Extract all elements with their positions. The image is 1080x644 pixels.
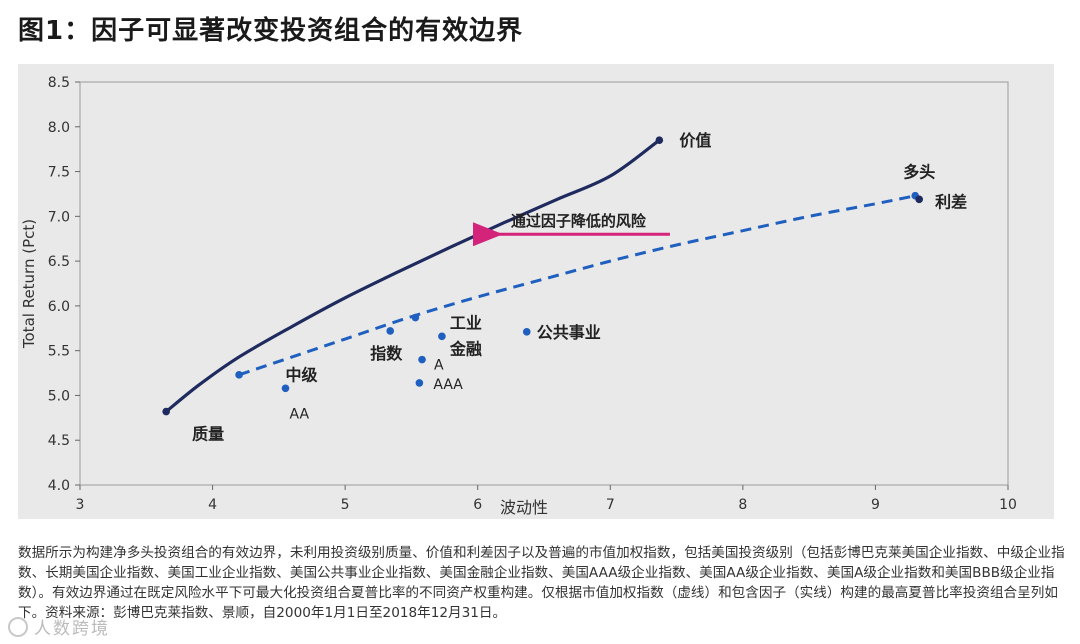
data-point xyxy=(411,313,420,322)
x-tick-label: 4 xyxy=(208,497,217,513)
x-tick-label: 6 xyxy=(473,497,482,513)
point-label: A xyxy=(434,358,444,374)
y-tick-label: 7.5 xyxy=(48,165,70,181)
data-point xyxy=(162,407,170,416)
y-axis-label: Total Return (Pct) xyxy=(20,219,38,349)
efficient-frontier-chart: 4.0 4.5 5.0 5.5 6.0 6.5 7.0 7.5 8.0 8.5 3 4 5 6 7 8 9 10 波… xyxy=(18,64,1054,519)
page-title: 图1：因子可显著改变投资组合的有效边界 xyxy=(18,16,524,46)
point-label: 价值 xyxy=(679,131,711,150)
x-tick-label: 8 xyxy=(738,497,747,513)
y-tick-label: 6.0 xyxy=(48,299,70,315)
watermark-text: 人数跨境 xyxy=(34,619,110,639)
y-tick-label: 7.0 xyxy=(48,209,70,225)
point-label: 指数 xyxy=(370,344,403,363)
data-point xyxy=(415,379,424,387)
point-label: 利差 xyxy=(935,192,967,211)
y-tick-label: 8.5 xyxy=(48,75,70,91)
watermark: 人数跨境 xyxy=(8,614,110,639)
chart-background xyxy=(18,64,1054,519)
y-tick-label: 4.0 xyxy=(48,478,70,494)
series-line-solid xyxy=(165,138,661,413)
data-point xyxy=(438,332,446,341)
point-label: 公共事业 xyxy=(537,323,601,342)
y-tick-label: 5.0 xyxy=(48,388,70,404)
x-tick-label: 10 xyxy=(999,497,1017,513)
watermark-logo-icon xyxy=(8,617,28,637)
x-tick-label: 9 xyxy=(871,497,880,513)
plot-area xyxy=(79,81,1009,486)
data-point xyxy=(915,195,923,204)
x-tick-label: 3 xyxy=(76,497,85,513)
point-label: 金融 xyxy=(449,339,482,358)
y-tick-label: 4.5 xyxy=(48,433,70,449)
annotation-label: 通过因子降低的风险 xyxy=(511,212,647,230)
y-tick-label: 8.0 xyxy=(48,120,70,136)
point-label: 中级 xyxy=(285,365,318,384)
y-tick-label: 6.5 xyxy=(48,254,70,270)
chart-svg: 4.0 4.5 5.0 5.5 6.0 6.5 7.0 7.5 8.0 8.5 3 4 5 6 7 8 9 10 波… xyxy=(18,64,1054,519)
x-tick-label: 7 xyxy=(606,497,615,513)
point-label: AA xyxy=(289,406,309,422)
series-line-dashed xyxy=(238,194,916,377)
y-tick-label: 5.5 xyxy=(48,344,70,360)
x-axis-label: 波动性 xyxy=(500,498,548,517)
data-point xyxy=(418,355,426,364)
point-label: 工业 xyxy=(450,313,482,332)
chart-caption: 数据所示为构建净多头投资组合的有效边界，未利用投资级别质量、价值和利差因子以及普… xyxy=(18,545,1065,621)
point-label: AAA xyxy=(433,377,463,393)
point-label: 质量 xyxy=(192,425,224,444)
data-point xyxy=(235,371,243,379)
point-label: 多头 xyxy=(903,163,935,182)
data-point xyxy=(522,328,531,336)
data-point xyxy=(386,327,395,335)
data-point xyxy=(281,384,290,393)
x-tick-label: 5 xyxy=(341,497,350,513)
data-point xyxy=(655,136,664,145)
